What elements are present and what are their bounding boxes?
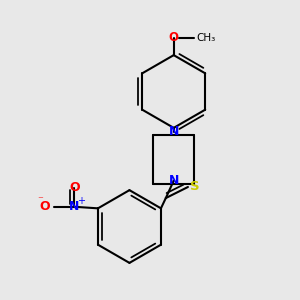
Text: N: N — [169, 125, 179, 138]
Text: N: N — [69, 200, 80, 213]
Text: S: S — [190, 181, 200, 194]
Text: ⁻: ⁻ — [38, 195, 43, 206]
Text: N: N — [169, 174, 179, 187]
Text: O: O — [169, 31, 179, 44]
Text: O: O — [39, 200, 50, 213]
Text: CH₃: CH₃ — [197, 33, 216, 43]
Text: +: + — [77, 196, 85, 206]
Text: O: O — [69, 181, 80, 194]
